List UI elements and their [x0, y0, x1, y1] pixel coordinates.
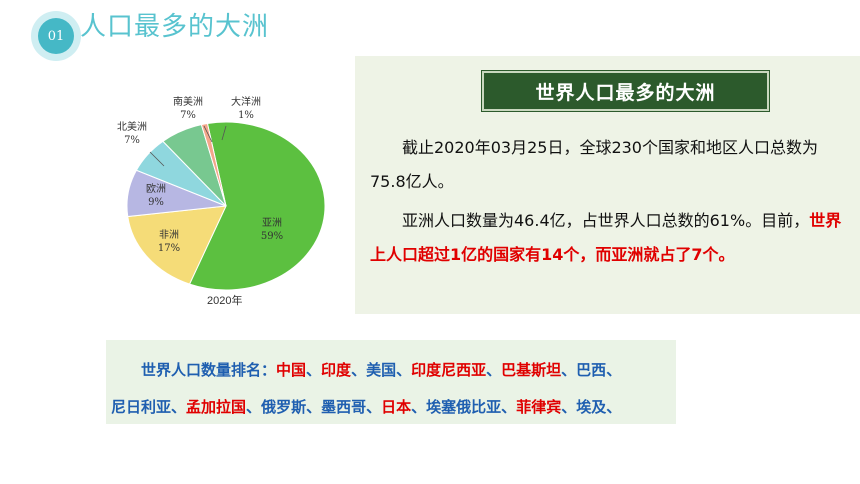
asia-population-text: 亚洲人口数量为46.4亿，占世界人口总数的61%。目前， [402, 211, 810, 230]
section-title: 人口最多的大洲 [80, 12, 270, 42]
pie-slice-5 [200, 122, 227, 207]
pie-category-label: 非洲 [159, 229, 179, 241]
pie-category-label: 南美洲 [173, 95, 203, 108]
ranking-country: 中国 [276, 361, 307, 379]
ranking-separator: 、 [351, 361, 367, 379]
info-paragraph-total-population: 截止2020年03月25日，全球230个国家和地区人口总数为75.8亿人。 [370, 138, 818, 191]
chart-year-label: 2020年 [207, 295, 243, 307]
pie-leader-line-3 [149, 151, 165, 167]
pie-category-label: 北美洲 [117, 120, 147, 133]
ranking-separator: 、 [366, 398, 382, 416]
pie-value-label: 59% [261, 231, 283, 242]
pie-value-label: 1% [238, 110, 254, 121]
pie-value-label: 7% [124, 135, 140, 146]
ranking-separator: 、 [306, 398, 322, 416]
ranking-country: 印度 [321, 361, 352, 379]
ranking-country: 印度尼西亚 [411, 361, 487, 379]
ranking-country: 菲律宾 [516, 398, 562, 416]
ranking-separator: 、 [171, 398, 187, 416]
ranking-separator: 、 [501, 398, 517, 416]
info-paragraph-asia: 亚洲人口数量为46.4亿，占世界人口总数的61%。目前，世界上人口超过1亿的国家… [370, 204, 850, 272]
pie-category-label: 大洋洲 [231, 95, 261, 108]
ranking-box [106, 340, 676, 424]
pie-value-label: 7% [180, 110, 196, 121]
pie-category-label: 亚洲 [262, 217, 282, 229]
ranking-country: 尼日利亚 [111, 398, 172, 416]
ranking-country: 巴基斯坦 [501, 361, 562, 379]
ranking-prefix: 世界人口数量排名： [141, 361, 277, 379]
ranking-separator: 、 [486, 361, 502, 379]
ranking-separator: 、 [561, 361, 577, 379]
ranking-country: 日本 [381, 398, 412, 416]
pie-leader-line-4 [203, 125, 213, 143]
ranking-country: 巴西 [576, 361, 607, 379]
section-number-badge: 01 [38, 18, 74, 54]
ranking-country: 埃及 [576, 398, 607, 416]
pie-slice-0 [188, 121, 326, 291]
ranking-line-2: 尼日利亚、孟加拉国、俄罗斯、墨西哥、日本、埃塞俄比亚、菲律宾、埃及、 [111, 393, 621, 421]
ranking-separator: 、 [606, 361, 622, 379]
ranking-separator: 、 [411, 398, 427, 416]
ranking-country: 孟加拉国 [186, 398, 247, 416]
ranking-separator: 、 [561, 398, 577, 416]
ranking-separator: 、 [306, 361, 322, 379]
ranking-line-1: 世界人口数量排名：中国、印度、美国、印度尼西亚、巴基斯坦、巴西、 [141, 356, 621, 384]
ranking-country: 美国 [366, 361, 397, 379]
pie-value-label: 17% [158, 243, 180, 254]
ranking-country: 埃塞俄比亚 [426, 398, 502, 416]
info-banner-title: 世界人口最多的大洲 [482, 71, 769, 111]
ranking-country: 墨西哥 [321, 398, 367, 416]
ranking-separator: 、 [606, 398, 622, 416]
ranking-separator: 、 [246, 398, 262, 416]
pie-value-label: 9% [148, 197, 164, 208]
pie-category-label: 欧洲 [146, 183, 166, 195]
pie-slice-1 [127, 205, 227, 285]
ranking-country: 俄罗斯 [261, 398, 307, 416]
ranking-separator: 、 [396, 361, 412, 379]
population-pie-chart: 亚洲 59% 非洲 17% 欧洲 9% 北美洲 7% 南美洲 7% 大洋洲 1% [117, 95, 326, 291]
pie-leader-line-5 [221, 125, 227, 141]
highlight-text: 世界上人口超过1亿的国家有14个，而亚洲就占了7个。 [370, 211, 842, 264]
